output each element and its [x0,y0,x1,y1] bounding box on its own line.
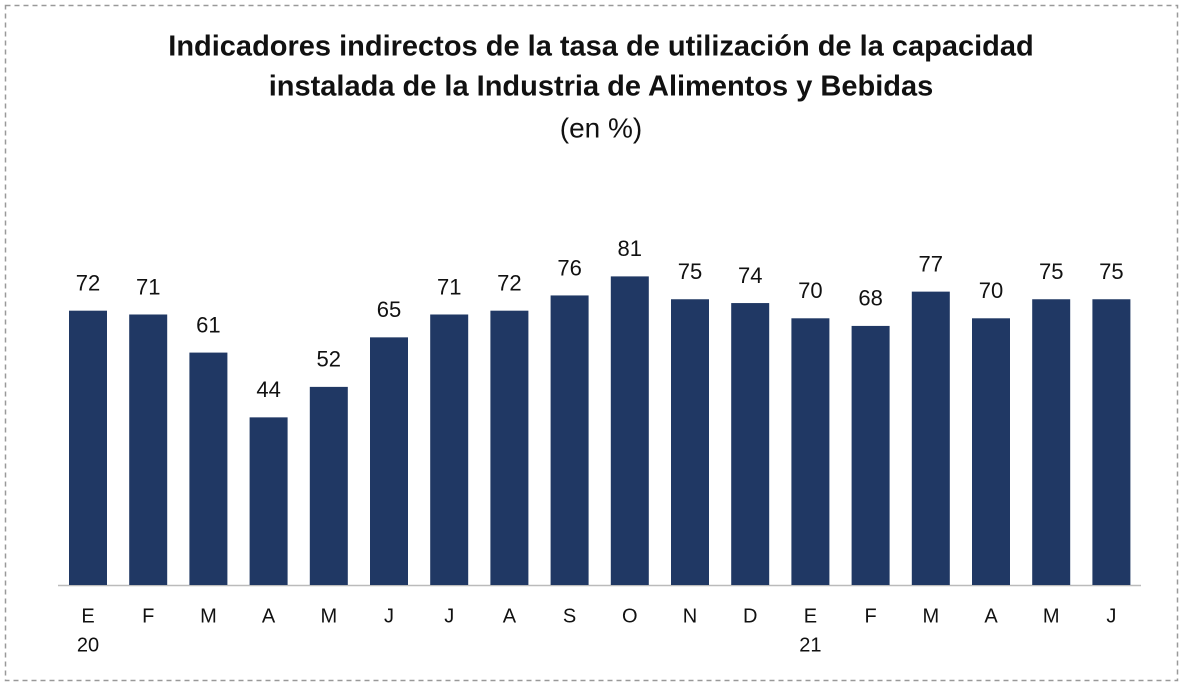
bar [1032,299,1071,585]
bar [430,314,469,585]
value-label: 71 [136,274,160,299]
x-tick-label: S [563,605,576,627]
bar [490,310,529,585]
value-label: 52 [317,347,341,372]
x-tick-label: J [384,605,394,627]
x-year-label: 21 [799,634,821,656]
bar [129,314,168,585]
value-label: 77 [919,251,943,276]
value-label: 44 [256,377,280,402]
bar [791,318,830,585]
bar [972,318,1010,585]
bar [851,325,890,585]
x-tick-label: E [804,605,817,627]
bar [1092,299,1131,585]
x-tick-label: A [503,605,517,627]
value-label: 71 [437,274,461,299]
bar [911,291,950,585]
x-tick-label: A [984,605,998,627]
bar [370,337,408,585]
value-label: 76 [557,255,581,280]
x-tick-label: O [622,605,638,627]
bar [731,303,770,585]
x-tick-label: D [743,605,757,627]
x-tick-label: M [922,605,939,627]
bar [671,299,709,585]
bar [550,295,589,585]
value-label: 68 [858,286,882,311]
x-tick-label: M [1043,605,1060,627]
x-tick-label: M [320,605,337,627]
x-tick-label: M [200,605,217,627]
chart-title: Indicadores indirectos de la tasa de uti… [168,31,1033,63]
bar [610,276,649,585]
x-tick-label: J [444,605,454,627]
bar [69,310,107,585]
value-label: 72 [76,270,100,295]
value-label: 61 [196,312,220,337]
x-year-label: 20 [77,634,99,656]
x-tick-label: J [1106,605,1116,627]
bar [309,386,348,585]
value-label: 65 [377,297,401,322]
x-tick-label: F [142,605,154,627]
bar [249,417,288,585]
value-label: 70 [979,278,1003,303]
value-label: 72 [497,270,521,295]
value-label: 74 [738,263,762,288]
bar [189,352,228,585]
value-label: 75 [678,259,702,284]
value-label: 81 [618,236,642,261]
value-label: 75 [1099,259,1123,284]
x-tick-label: N [683,605,697,627]
value-label: 75 [1039,259,1063,284]
x-tick-label: F [864,605,876,627]
chart-subtitle: (en %) [560,112,642,143]
value-label: 70 [798,278,822,303]
frame [4,4,1179,682]
x-tick-label: A [262,605,276,627]
x-tick-label: E [81,605,94,627]
chart-title: instalada de la Industria de Alimentos y… [269,71,934,103]
